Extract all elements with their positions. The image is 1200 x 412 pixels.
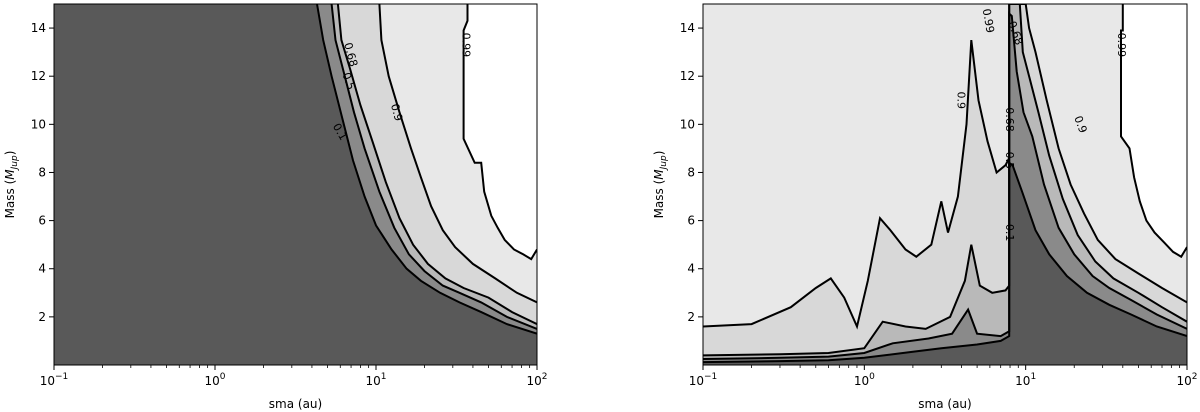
contour-label-5: 0.1 [1003, 224, 1016, 242]
y-tick-label-2: 6 [687, 214, 695, 228]
x-tick-label-0: 10−1 [40, 372, 69, 388]
y-tick-label-5: 12 [680, 69, 695, 83]
x-tick-label-3: 102 [526, 372, 547, 388]
x-tick-label-2: 101 [1015, 372, 1036, 388]
band-above-0.9 [54, 4, 537, 303]
contour-line-0.68 [336, 4, 537, 326]
svg-text:0.5: 0.5 [339, 71, 357, 92]
y-tick-label-2: 6 [38, 214, 46, 228]
contour-label-2: 0.9 [955, 92, 968, 110]
svg-text:0.9: 0.9 [388, 102, 405, 122]
contour-label-0: 0.99 [980, 8, 997, 34]
y-tick-label-3: 8 [38, 165, 46, 179]
x-tick-label-3: 102 [1176, 372, 1197, 388]
y-axis-label: Mass (MJup) [652, 151, 669, 219]
contour-label-4: 0.99 [460, 33, 473, 58]
x-tick-label-2: 101 [365, 372, 386, 388]
contour-label-6: 0.9 [1071, 114, 1089, 135]
svg-text:0.9: 0.9 [955, 92, 968, 110]
contour-line-0.9 [703, 4, 1187, 330]
svg-text:0.68: 0.68 [1003, 107, 1016, 132]
svg-text:0.99: 0.99 [1115, 33, 1128, 58]
y-tick-label-4: 10 [31, 117, 46, 131]
x-axis-label: sma (au) [918, 397, 971, 411]
svg-text:0.5: 0.5 [1003, 152, 1016, 170]
x-tick-label-1: 100 [204, 372, 225, 388]
contour-line-0.9 [378, 4, 537, 304]
x-tick-label-1: 100 [854, 372, 875, 388]
plot-area: 0.680.50.10.90.99 [54, 4, 537, 365]
y-tick-label-1: 4 [687, 262, 695, 276]
contour-label-7: 0.99 [1115, 33, 1128, 58]
contour-line-0.5 [703, 11, 1187, 360]
band-above-0.99 [54, 4, 537, 260]
contour-label-3: 0.68 [1003, 107, 1016, 132]
svg-text:0.68: 0.68 [341, 41, 360, 68]
axes-frame [702, 3, 1188, 366]
y-tick-label-0: 2 [38, 310, 46, 324]
contour-label-3: 0.9 [388, 102, 405, 122]
contour-line-0.5 [330, 4, 537, 330]
y-tick-label-6: 14 [680, 21, 695, 35]
y-tick-label-5: 12 [31, 69, 46, 83]
y-tick-label-6: 14 [31, 21, 46, 35]
y-tick-label-3: 8 [687, 165, 695, 179]
contour-line-0.1 [703, 160, 1187, 364]
svg-text:0.99: 0.99 [980, 8, 997, 34]
x-axis-label: sma (au) [269, 397, 322, 411]
contour-label-4: 0.5 [1003, 152, 1016, 170]
y-tick-label-4: 10 [680, 117, 695, 131]
y-tick-label-1: 4 [38, 262, 46, 276]
svg-text:0.1: 0.1 [1003, 224, 1016, 242]
x-tick-label-0: 10−1 [689, 372, 718, 388]
contour-line-0.99 [1120, 4, 1187, 259]
contour-label-1: 0.5 [339, 71, 357, 92]
y-tick-label-0: 2 [687, 310, 695, 324]
contour-line-0.1 [316, 4, 537, 335]
svg-text:0.99: 0.99 [460, 33, 473, 58]
band-above-0.99 [703, 4, 1187, 257]
svg-text:0.9: 0.9 [1071, 114, 1089, 135]
band-above-0.9 [703, 4, 1187, 327]
contour-line-0.68 [703, 4, 1187, 357]
contour-label-0: 0.68 [341, 41, 360, 68]
axes-frame [53, 3, 538, 366]
y-axis-label: Mass (MJup) [3, 151, 20, 219]
plot-area: 0.99 0.680.90.680.50.10.90.99 [703, 4, 1187, 365]
contour-line-0.99 [462, 4, 537, 261]
